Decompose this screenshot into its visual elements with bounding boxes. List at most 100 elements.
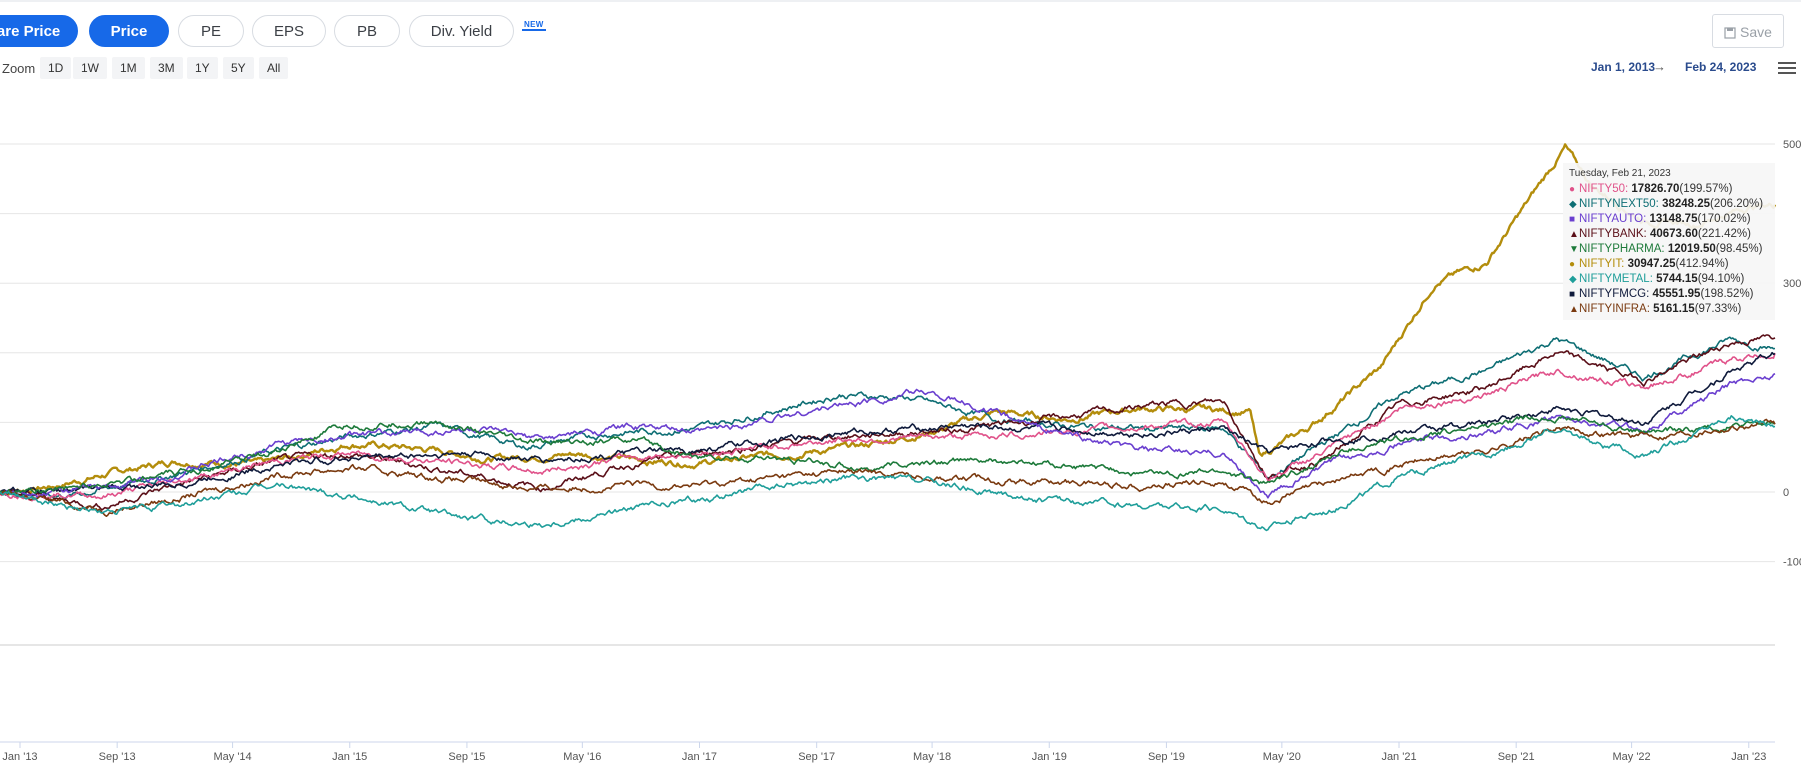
- tooltip-pct: (94.10%): [1697, 273, 1745, 285]
- y-tick-label: 500: [1783, 139, 1801, 151]
- new-badge: NEW: [522, 20, 546, 31]
- tooltip-value: 40673.60: [1649, 228, 1698, 240]
- tooltip-value: 5161.15: [1653, 303, 1695, 315]
- tooltip-pct: (412.94%): [1675, 258, 1729, 270]
- chart-grid: [0, 143, 1775, 646]
- tooltip-marker-icon: ▲: [1569, 304, 1579, 315]
- zoom-1y-button[interactable]: 1Y: [187, 57, 218, 79]
- x-tick-label: Sep '15: [448, 751, 485, 763]
- zoom-all-button[interactable]: All: [259, 57, 289, 79]
- tooltip-marker-icon: ▼: [1569, 244, 1579, 255]
- tooltip-value: 5744.15: [1656, 273, 1698, 285]
- x-tick-label: Sep '21: [1498, 751, 1535, 763]
- series-line-niftybank: [0, 334, 1776, 511]
- series-line-niftyauto: [0, 372, 1776, 499]
- chart-series: [0, 143, 1777, 532]
- zoom-5y-button[interactable]: 5Y: [223, 57, 254, 79]
- x-tick-label: Sep '17: [798, 751, 835, 763]
- tooltip-pct: (206.20%): [1710, 198, 1764, 210]
- tooltip-row-niftyfmcg: ■ NIFTYFMCG: 45551.95(198.52%): [1569, 287, 1775, 302]
- zoom-label: Zoom: [2, 61, 36, 76]
- x-tick-label: Sep '13: [99, 751, 136, 763]
- zoom-1m-button[interactable]: 1M: [112, 57, 145, 79]
- tooltip-pct: (170.02%): [1697, 213, 1751, 225]
- tooltip-series-name: NIFTYMETAL:: [1579, 273, 1657, 285]
- tooltip-value: 30947.25: [1627, 258, 1676, 270]
- x-tick-label: Jan '21: [1381, 751, 1416, 763]
- series-line-niftyfmcg: [0, 351, 1776, 495]
- range-to[interactable]: Feb 24, 2023: [1685, 60, 1757, 74]
- tooltip-series-name: NIFTYBANK:: [1579, 228, 1650, 240]
- tooltip-marker-icon: ▲: [1569, 229, 1579, 240]
- y-tick-label: 300: [1783, 278, 1801, 290]
- tooltip-pct: (97.33%): [1694, 303, 1742, 315]
- series-line-niftypharma: [0, 414, 1776, 495]
- tooltip-row-niftyinfra: ▲NIFTYINFRA: 5161.15(97.33%): [1569, 302, 1775, 317]
- tab-eps[interactable]: EPS: [252, 15, 326, 47]
- tooltip-pct: (98.45%): [1715, 243, 1763, 255]
- tooltip-series-name: NIFTYNEXT50:: [1579, 198, 1663, 210]
- x-tick-label: Sep '19: [1148, 751, 1185, 763]
- x-tick-label: May '20: [1263, 751, 1301, 763]
- tab-pb[interactable]: PB: [334, 15, 400, 47]
- top-border: [0, 0, 1801, 2]
- tooltip-marker-icon: ●: [1569, 259, 1576, 270]
- x-tick-label: May '16: [563, 751, 601, 763]
- y-axis-ticks: 500 300 0 -100: [1783, 139, 1801, 569]
- tooltip-date: Tuesday, Feb 21, 2023: [1569, 168, 1671, 179]
- x-tick-label: May '22: [1613, 751, 1651, 763]
- tooltip-row-niftymetal: ◆ NIFTYMETAL: 5744.15(94.10%): [1569, 272, 1775, 287]
- tooltip-series-name: NIFTYINFRA:: [1579, 303, 1654, 315]
- tooltip-marker-icon: ■: [1569, 289, 1576, 300]
- range-arrow: →: [1653, 59, 1666, 74]
- x-axis-ticks: Jan '13 Sep '13 May '14 Jan '15 Sep '15 May '…: [0, 741, 1775, 763]
- tooltip-series-name: NIFTYFMCG:: [1579, 288, 1653, 300]
- tooltip-series-name: NIFTYIT:: [1579, 258, 1628, 270]
- tooltip-marker-icon: ●: [1569, 184, 1576, 195]
- tooltip-value: 12019.50: [1667, 243, 1716, 255]
- tooltip-series-name: NIFTYPHARMA:: [1579, 243, 1668, 255]
- tooltip-marker-icon: ■: [1569, 214, 1576, 225]
- series-line-niftyinfra: [0, 418, 1776, 517]
- tooltip-value: 45551.95: [1652, 288, 1701, 300]
- tooltip-marker-icon: ◆: [1569, 274, 1577, 285]
- tooltip-series-name: NIFTY50:: [1579, 183, 1632, 195]
- tooltip-row-niftybank: ▲NIFTYBANK: 40673.60(221.42%): [1569, 227, 1775, 242]
- tooltip-series-name: NIFTYAUTO:: [1579, 213, 1650, 225]
- tooltip-pct: (198.52%): [1700, 288, 1754, 300]
- zoom-1d-button[interactable]: 1D: [40, 57, 72, 79]
- y-tick-label: -100: [1783, 557, 1801, 569]
- x-tick-label: Jan '13: [2, 751, 37, 763]
- tooltip-row-niftyauto: ■ NIFTYAUTO: 13148.75(170.02%): [1569, 212, 1775, 227]
- tooltip-marker-icon: ◆: [1569, 199, 1577, 210]
- tooltip-rows: ● NIFTY50: 17826.70(199.57%) ◆ NIFTYNEXT50:…: [1569, 182, 1775, 317]
- price-chart: 500 300 0 -100 Jan '13 Sep '13 May '14 Jan '15…: [0, 139, 1801, 763]
- tab-share-price[interactable]: Share Price: [0, 15, 78, 47]
- tab-div-yield[interactable]: Div. Yield: [409, 15, 514, 47]
- x-tick-label: May '14: [213, 751, 251, 763]
- chart-menu-icon[interactable]: [1778, 62, 1796, 76]
- tab-price[interactable]: Price: [89, 15, 169, 47]
- series-line-niftymetal: [0, 415, 1776, 532]
- x-tick-label: Jan '17: [682, 751, 717, 763]
- tooltip-row-niftypharma: ▼NIFTYPHARMA: 12019.50(98.45%): [1569, 242, 1775, 257]
- x-tick-label: Jan '19: [1032, 751, 1067, 763]
- zoom-3m-button[interactable]: 3M: [150, 57, 183, 79]
- save-label: Save: [1740, 24, 1772, 40]
- y-tick-label: 0: [1783, 487, 1789, 499]
- tooltip-pct: (199.57%): [1679, 183, 1733, 195]
- tooltip-row-niftynext50: ◆ NIFTYNEXT50: 38248.25(206.20%): [1569, 197, 1775, 212]
- tooltip-row-niftyit: ● NIFTYIT: 30947.25(412.94%): [1569, 257, 1775, 272]
- tab-pe[interactable]: PE: [178, 15, 244, 47]
- tooltip-pct: (221.42%): [1697, 228, 1751, 240]
- series-line-niftynext50: [0, 336, 1776, 500]
- chart-tooltip: Tuesday, Feb 21, 2023 ● NIFTY50: 17826.70…: [1563, 163, 1775, 320]
- range-from[interactable]: Jan 1, 2013: [1591, 60, 1656, 74]
- save-icon: [1724, 27, 1736, 39]
- tooltip-value: 13148.75: [1649, 213, 1698, 225]
- tooltip-row-nifty50: ● NIFTY50: 17826.70(199.57%): [1569, 182, 1775, 197]
- zoom-1w-button[interactable]: 1W: [73, 57, 107, 79]
- x-tick-label: May '18: [913, 751, 951, 763]
- x-tick-label: Jan '15: [332, 751, 367, 763]
- save-button[interactable]: Save: [1712, 14, 1784, 48]
